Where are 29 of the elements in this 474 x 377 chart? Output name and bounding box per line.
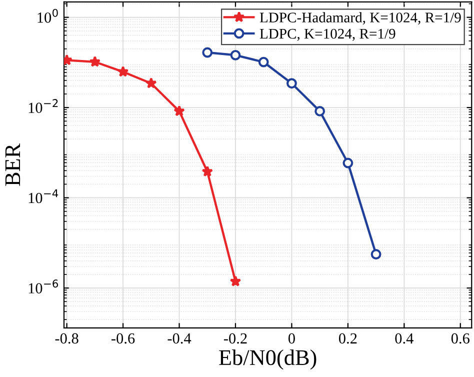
- point: [202, 47, 213, 58]
- point: [117, 66, 129, 77]
- point: [370, 249, 382, 260]
- y-axis-title: BER: [5, 143, 20, 186]
- point: [174, 105, 185, 116]
- y-tick-label: 10$^{−4}$: [28, 189, 58, 204]
- point: [145, 77, 157, 88]
- y-tick-label: 10$^{0}$: [38, 8, 58, 23]
- point: [286, 78, 297, 89]
- x-tick-label: -0.4: [168, 333, 192, 344]
- legend-label: LDPC-Hadamard, K=1024, R=1/9: [260, 12, 461, 25]
- x-tick-label: 0: [288, 333, 295, 344]
- x-tick-label: -0.6: [112, 333, 135, 344]
- x-tick-label: 0.2: [338, 333, 357, 344]
- point: [89, 56, 101, 67]
- x-tick-label: 0.4: [395, 333, 414, 344]
- point: [258, 56, 269, 68]
- point: [314, 106, 326, 116]
- x-tick-label: 0.6: [451, 333, 470, 344]
- y-tick-label: 10$^{−2}$: [28, 99, 58, 113]
- point: [202, 166, 214, 177]
- x-tick-label: -0.8: [55, 333, 78, 344]
- x-axis-title: Eb/N0(dB): [219, 349, 316, 370]
- point: [230, 276, 242, 286]
- x-tick-label: -0.2: [224, 333, 247, 344]
- legend-label: LDPC, K=1024, R=1/9: [260, 28, 396, 41]
- point: [342, 158, 354, 168]
- point: [230, 50, 241, 60]
- y-tick-label: 10$^{−6}$: [28, 280, 58, 294]
